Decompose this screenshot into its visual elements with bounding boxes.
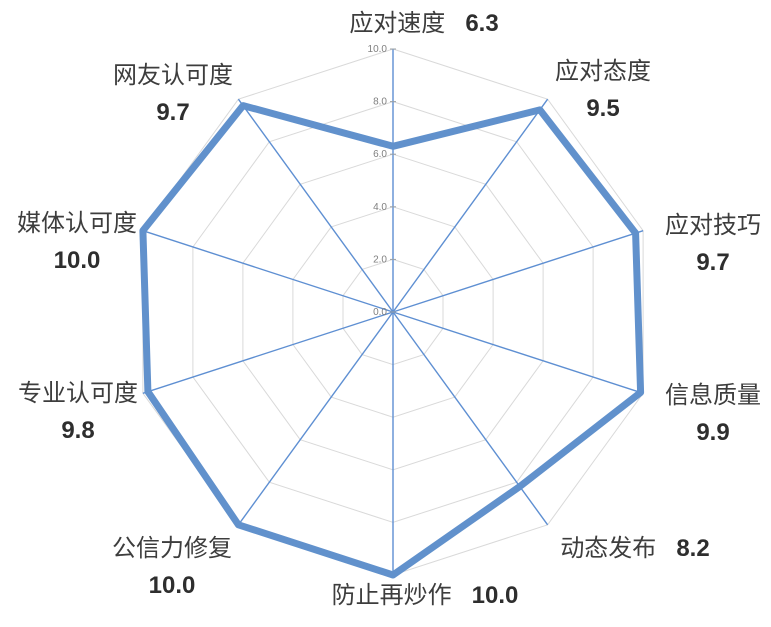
category-value: 9.7 <box>156 99 190 126</box>
category-label-fangzhi-zaichaozuo: 防止再炒作 10.0 <box>315 582 535 610</box>
category-name: 专业认可度 <box>18 381 138 407</box>
axis-spoke <box>142 230 394 313</box>
category-label-wangyou-renkedu: 网友认可度 9.7 <box>73 62 273 127</box>
category-value: 9.5 <box>586 95 620 122</box>
category-name: 信息质量 <box>665 383 761 409</box>
axis-spoke <box>237 98 394 313</box>
category-name: 媒体认可度 <box>17 211 137 237</box>
axis-tick-label: 2.0 <box>373 254 387 265</box>
axis-spoke <box>142 311 394 394</box>
category-name: 防止再炒作 <box>331 583 452 609</box>
category-label-yingdui-taidu: 应对态度 9.5 <box>503 58 703 123</box>
axis-spoke <box>392 230 644 313</box>
axis-spoke <box>237 311 394 526</box>
category-value: 9.7 <box>696 249 730 276</box>
category-label-xinxi-zhiliang: 信息质量 9.9 <box>613 382 771 447</box>
axis-tick-label: 4.0 <box>373 202 387 213</box>
category-value: 9.8 <box>61 417 95 444</box>
axis-spoke <box>392 311 644 394</box>
category-label-zhuanye-renkedu: 专业认可度 9.8 <box>0 380 178 445</box>
category-name: 应对技巧 <box>665 213 761 239</box>
category-label-gongxinli-xiufu: 公信力修复 10.0 <box>72 535 272 600</box>
axis-spoke <box>392 98 549 313</box>
axis-tick-label: 8.0 <box>373 97 387 108</box>
axis-tick-label: 10.0 <box>368 44 388 55</box>
category-label-dongtai-fabu: 动态发布 8.2 <box>525 535 745 563</box>
category-name: 应对速度 <box>349 11 446 37</box>
category-value: 6.3 <box>465 10 499 37</box>
category-label-yingdui-sudu: 应对速度 6.3 <box>324 10 524 38</box>
category-value: 10.0 <box>471 582 519 609</box>
series-polygon <box>139 102 645 579</box>
category-label-yingdui-jiqiao: 应对技巧 9.7 <box>613 212 771 277</box>
category-name: 动态发布 <box>560 536 657 562</box>
category-name: 公信力修复 <box>112 536 232 562</box>
category-name: 网友认可度 <box>113 63 233 89</box>
category-name: 应对态度 <box>555 59 651 85</box>
axis-tick-label: 6.0 <box>373 149 387 160</box>
category-value: 8.2 <box>676 535 710 562</box>
category-label-meiti-renkedu: 媒体认可度 10.0 <box>0 210 177 275</box>
axis-tick-label: 0.0 <box>373 307 387 318</box>
category-value: 10.0 <box>53 247 101 274</box>
axis-spoke <box>392 311 549 526</box>
category-value: 9.9 <box>696 419 730 446</box>
category-value: 10.0 <box>148 572 196 599</box>
